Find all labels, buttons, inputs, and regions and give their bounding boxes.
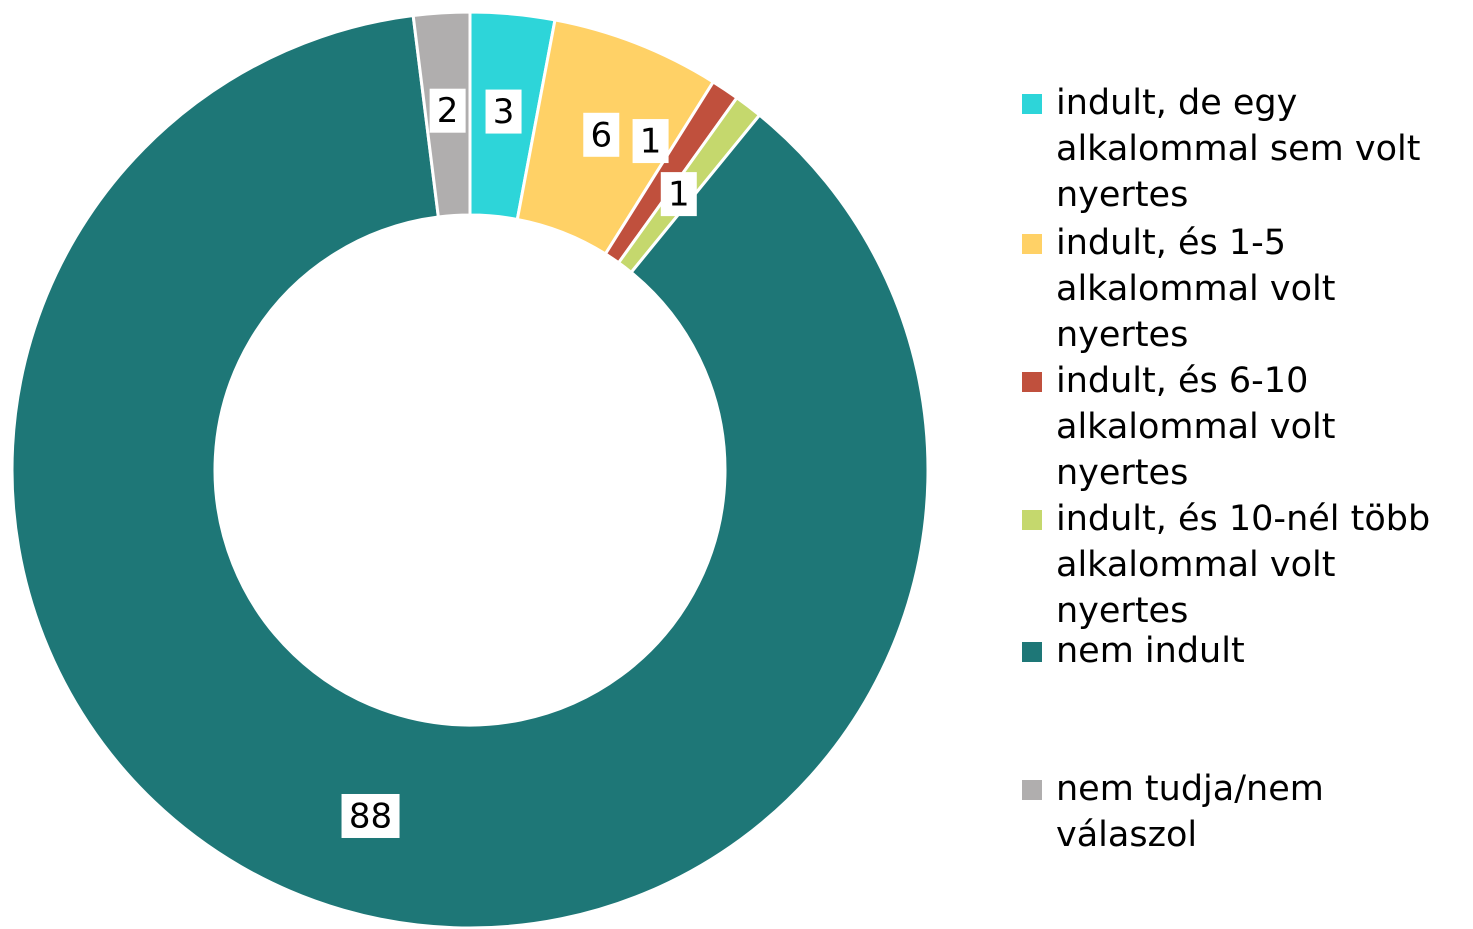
legend-swatch <box>1022 510 1042 530</box>
legend-swatch <box>1022 94 1042 114</box>
legend-label: indult, és 10-nél több alkalommal volt n… <box>1056 499 1431 631</box>
legend-item: indult, és 6-10 alkalommal volt nyertes <box>1022 358 1462 496</box>
legend-label: indult, és 1-5 alkalommal volt nyertes <box>1056 223 1336 355</box>
legend-swatch <box>1022 372 1042 392</box>
legend-label: indult, és 6-10 alkalommal volt nyertes <box>1056 361 1336 493</box>
legend-item: nem indult <box>1022 628 1462 674</box>
legend-item: nem tudja/nem válaszol <box>1022 766 1462 858</box>
data-label-bg <box>632 119 669 164</box>
legend-label: nem tudja/nem válaszol <box>1056 769 1324 855</box>
data-label-bg <box>485 89 522 134</box>
legend-item: indult, és 10-nél több alkalommal volt n… <box>1022 496 1462 634</box>
legend-item: indult, és 1-5 alkalommal volt nyertes <box>1022 220 1462 358</box>
legend-label: indult, de egy alkalommal sem volt nyert… <box>1056 83 1421 215</box>
legend-swatch <box>1022 234 1042 254</box>
data-label: 2 <box>437 91 459 131</box>
legend-item: indult, de egy alkalommal sem volt nyert… <box>1022 80 1462 218</box>
data-label: 1 <box>668 175 690 215</box>
data-label: 6 <box>590 115 612 155</box>
legend-label: nem indult <box>1056 631 1245 671</box>
legend-swatch <box>1022 780 1042 800</box>
data-label-bg <box>429 88 466 133</box>
data-label: 3 <box>493 92 515 132</box>
data-label: 1 <box>640 122 662 162</box>
data-label: 88 <box>349 796 392 836</box>
data-label-bg <box>341 793 400 838</box>
legend-swatch <box>1022 642 1042 662</box>
donut-slice <box>10 13 930 929</box>
data-label-bg <box>583 112 620 157</box>
data-label-bg <box>660 172 697 217</box>
